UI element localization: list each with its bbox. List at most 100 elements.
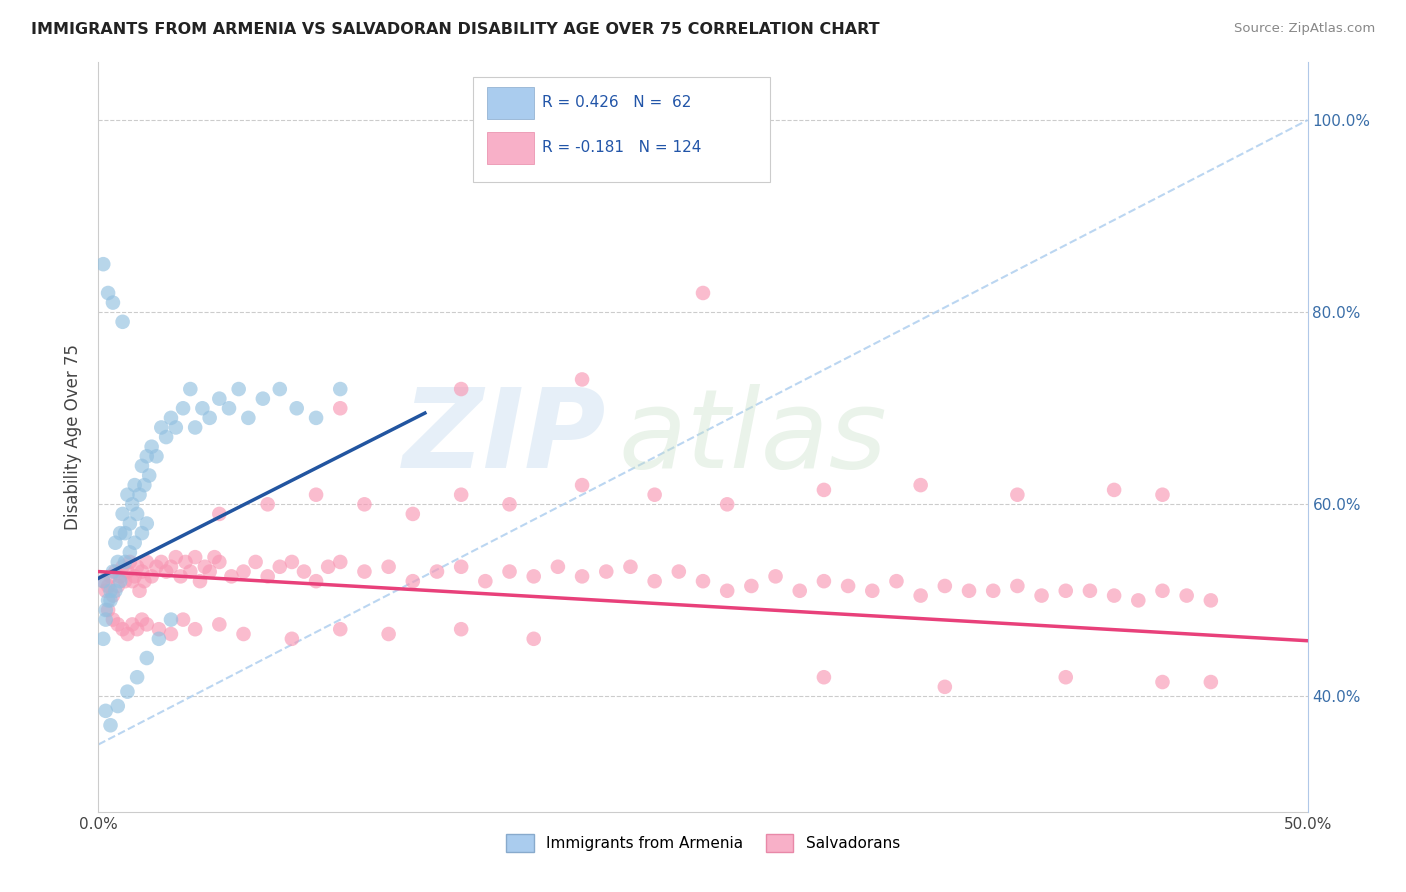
Point	[1102, 483, 1125, 497]
Point	[208, 392, 231, 406]
Point	[252, 392, 274, 406]
Point	[145, 559, 167, 574]
Point	[150, 555, 173, 569]
Point	[1152, 675, 1174, 690]
Point	[101, 295, 124, 310]
Point	[957, 583, 980, 598]
Point	[595, 565, 617, 579]
Point	[134, 574, 156, 589]
Text: ZIP: ZIP	[402, 384, 606, 491]
Point	[208, 617, 231, 632]
Point	[97, 579, 120, 593]
Point	[107, 555, 129, 569]
Point	[198, 410, 221, 425]
Point	[104, 565, 127, 579]
Point	[124, 478, 146, 492]
Point	[107, 617, 129, 632]
FancyBboxPatch shape	[486, 132, 534, 163]
Point	[100, 569, 122, 583]
Point	[148, 622, 170, 636]
Point	[1031, 589, 1053, 603]
Point	[910, 589, 932, 603]
Point	[101, 613, 124, 627]
Point	[305, 574, 328, 589]
Point	[232, 627, 254, 641]
Point	[131, 565, 153, 579]
Point	[238, 410, 260, 425]
Point	[91, 574, 114, 589]
Point	[498, 497, 520, 511]
Point	[208, 507, 231, 521]
Point	[97, 285, 120, 300]
Point	[128, 583, 150, 598]
Point	[117, 684, 139, 698]
Point	[450, 622, 472, 636]
Point	[108, 569, 131, 583]
Point	[160, 627, 183, 641]
Point	[94, 583, 117, 598]
Point	[131, 613, 153, 627]
Point	[118, 555, 141, 569]
Point	[118, 545, 141, 559]
Point	[402, 574, 425, 589]
Point	[269, 559, 291, 574]
Point	[100, 593, 122, 607]
Point	[127, 507, 149, 521]
Point	[740, 579, 762, 593]
Point	[117, 627, 139, 641]
Point	[91, 632, 114, 646]
Point	[498, 565, 520, 579]
Point	[150, 420, 173, 434]
Point	[329, 382, 352, 396]
Point	[934, 680, 956, 694]
Point	[305, 488, 328, 502]
Point	[208, 555, 231, 569]
Point	[377, 627, 399, 641]
Point	[124, 569, 146, 583]
Point	[571, 569, 593, 583]
Point	[450, 559, 472, 574]
Point	[104, 535, 127, 549]
Point	[91, 257, 114, 271]
Point	[135, 651, 157, 665]
Point	[160, 613, 183, 627]
Point	[813, 574, 835, 589]
Point	[269, 382, 291, 396]
Point	[1054, 670, 1077, 684]
Point	[402, 507, 425, 521]
Point	[172, 613, 194, 627]
Point	[135, 450, 157, 464]
Point	[934, 579, 956, 593]
Point	[124, 535, 146, 549]
Point	[184, 550, 207, 565]
Point	[228, 382, 250, 396]
Point	[111, 507, 134, 521]
Point	[813, 670, 835, 684]
Point	[450, 382, 472, 396]
Point	[135, 555, 157, 569]
Point	[1007, 488, 1029, 502]
Point	[692, 285, 714, 300]
Text: R = -0.181   N = 124: R = -0.181 N = 124	[543, 140, 702, 154]
Point	[108, 526, 131, 541]
Point	[104, 583, 127, 598]
Point	[316, 559, 339, 574]
Point	[179, 382, 201, 396]
Point	[1199, 675, 1222, 690]
Point	[97, 603, 120, 617]
Point	[910, 478, 932, 492]
Point	[285, 401, 308, 416]
Point	[329, 555, 352, 569]
Point	[184, 420, 207, 434]
Point	[148, 632, 170, 646]
Point	[204, 550, 226, 565]
Point	[329, 622, 352, 636]
Point	[160, 410, 183, 425]
Point	[450, 488, 472, 502]
Point	[256, 497, 278, 511]
Point	[523, 632, 546, 646]
Point	[117, 565, 139, 579]
Point	[107, 699, 129, 714]
Point	[118, 516, 141, 531]
Point	[135, 516, 157, 531]
